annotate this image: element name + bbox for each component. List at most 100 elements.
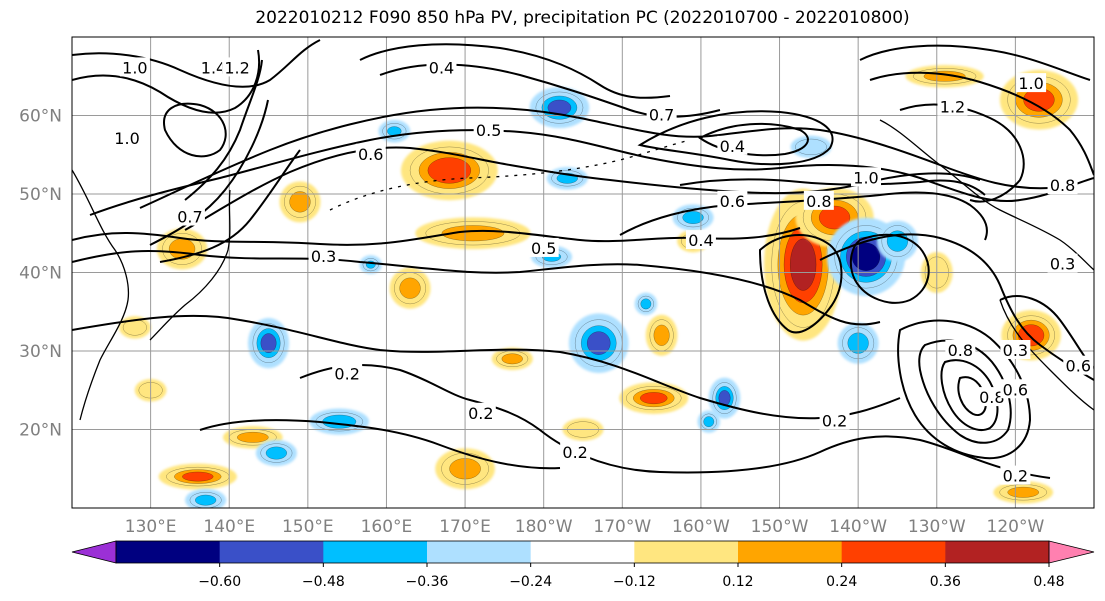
longitude-tick-label: 170°W (593, 517, 651, 537)
colorbar-tick-label: −0.60 (198, 574, 241, 590)
pv-contour-line (758, 234, 843, 334)
contour-label: 0.8 (806, 192, 831, 211)
contour-label-background (112, 128, 143, 148)
alaska-coastline (879, 119, 1094, 271)
contour-label-background (119, 57, 150, 77)
contour-label-background (332, 363, 363, 383)
north-america-coast (999, 299, 1094, 411)
latitude-tick-label: 60°N (19, 107, 62, 127)
longitude-ticks: 130°E 140°E 150°E 160°E 170°E 180°W 170°W 160°W… (125, 517, 1045, 537)
contour-label: 0.5 (531, 239, 556, 258)
colorbar-tick-label: −0.36 (406, 574, 449, 590)
latitude-tick-label: 30°N (19, 342, 62, 362)
pv-contour-line (859, 44, 1091, 81)
contour-label: 0.8 (1050, 176, 1075, 195)
contour-label: 1.2 (940, 98, 965, 117)
pv-contour-line (849, 233, 930, 304)
asia-coastline (72, 169, 130, 421)
colorbar-frame (115, 540, 1050, 564)
precip-anomaly-contour (640, 298, 652, 310)
colorbar-extend-low (71, 540, 117, 564)
contour-label: 0.3 (1050, 255, 1075, 274)
contour-label-background (937, 96, 968, 116)
contour-label-background (528, 237, 559, 257)
contour-label-background (945, 340, 976, 359)
precip-anomaly-contour (818, 205, 851, 230)
pv-contour-line (957, 376, 987, 416)
pv-contour-line (869, 71, 1094, 176)
contour-label: 0.5 (476, 121, 501, 140)
contour-label-background (198, 57, 229, 77)
contour-label-background (1000, 465, 1031, 485)
longitude-tick-label: 150°W (751, 517, 809, 537)
precip-anomaly-contour (851, 242, 881, 271)
longitude-tick-label: 150°E (282, 517, 334, 537)
contour-label: 0.6 (1003, 380, 1028, 399)
colorbar-bin (945, 541, 1050, 563)
colorbar-tick-label: 0.36 (930, 574, 961, 590)
longitude-tick-label: 180°W (515, 517, 573, 537)
plot-frame (71, 36, 1095, 509)
contour-label-background (803, 190, 834, 210)
pv-contour-line (819, 233, 1094, 381)
pv-contour-line (679, 178, 986, 196)
contour-label: 0.3 (311, 247, 336, 266)
precip-anomaly-contour (653, 324, 670, 346)
precip-anomaly-contour (682, 211, 704, 224)
precip-anomaly-contour (237, 431, 269, 443)
colorbar-bin (323, 541, 428, 563)
colorbar-tick-label: −0.24 (509, 574, 552, 590)
pv-contour-line (72, 250, 881, 326)
pv-contour-line (72, 314, 901, 420)
contour-label-background (222, 57, 253, 77)
contour-label-background (976, 387, 1007, 407)
contour-label-background (426, 57, 457, 77)
pv-contour-line (897, 319, 1032, 460)
contour-label: 0.2 (468, 404, 493, 423)
contour-label: 1.0 (853, 168, 878, 187)
contour-label: 0.6 (720, 192, 745, 211)
precip-anomaly-contour (441, 225, 505, 242)
contour-label: 0.8 (979, 388, 1004, 407)
contour-label-background (1047, 175, 1078, 195)
precip-anomaly-contour (265, 446, 287, 460)
contour-label: 0.7 (177, 208, 202, 227)
contour-label-background (819, 410, 850, 430)
contour-label: 0.8 (948, 341, 973, 360)
pv-contour-line (940, 359, 999, 431)
contour-label-background (1000, 379, 1031, 399)
precip-anomaly-contour (182, 471, 214, 482)
contour-label: 0.6 (358, 145, 383, 164)
contour-label-background (560, 442, 591, 462)
colorbar-tick-label: −0.48 (302, 574, 345, 590)
pv-contour-line (199, 419, 561, 470)
contour-label: 0.4 (688, 231, 713, 250)
precip-anomaly-contour (399, 277, 421, 299)
pv-contour-line (359, 43, 671, 99)
precip-anomaly-contour (586, 331, 611, 355)
pv-contour-line (637, 110, 834, 166)
precip-anomaly-contour (640, 392, 668, 405)
pv-contour-line (918, 339, 1012, 444)
contour-label-background (1000, 340, 1031, 359)
japan-coastline (149, 189, 231, 341)
pv-contour-line (184, 59, 263, 201)
colorbar: −0.60 −0.48 −0.36 −0.24 −0.12 0.12 0.24 0.36 0.4… (71, 540, 1095, 590)
contour-label: 1.0 (114, 129, 139, 148)
colorbar-bin (738, 541, 843, 563)
contour-label: 1.0 (1018, 74, 1043, 93)
contour-label: 0.4 (429, 58, 454, 77)
latitude-tick-label: 50°N (19, 185, 62, 205)
longitude-tick-label: 170°E (439, 517, 491, 537)
contour-label-background (1047, 253, 1078, 273)
aleutian-islands (329, 139, 691, 211)
contour-labels: 1.0 1.41.21.00.40.50.70.40.60.70.3 0.50.60… (112, 57, 1094, 486)
contour-label: 0.4 (720, 137, 745, 156)
latitude-ticks: 60°N 50°N 40°N 30°N 20°N (19, 107, 62, 441)
precip-anomaly-contour (703, 416, 715, 428)
colorbar-bin (634, 541, 739, 563)
contour-label-background (473, 120, 504, 140)
contour-label-background (717, 135, 748, 155)
colorbar-extend-high (1048, 540, 1095, 564)
longitude-tick-label: 140°E (203, 517, 255, 537)
